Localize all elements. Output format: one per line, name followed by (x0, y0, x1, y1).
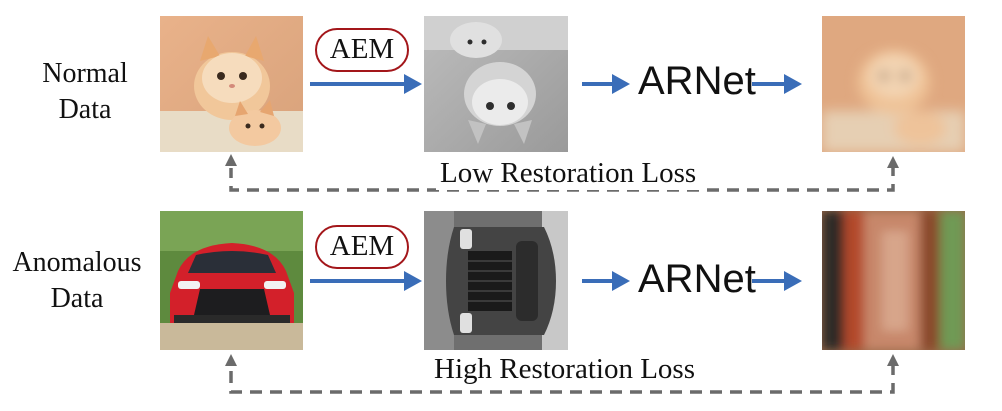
cat-transformed-image (424, 16, 568, 152)
loop-arrowhead-input-row2 (225, 354, 237, 366)
arrow-transformed-to-arnet-row1 (582, 74, 630, 94)
car-restored-image (822, 211, 965, 350)
arrow-input-to-aem-row2 (310, 271, 422, 291)
loop-arrowhead-input-row1 (225, 154, 237, 166)
dashed-loss-loop-row2 (229, 363, 895, 394)
arrow-arnet-to-output-row2 (752, 271, 802, 291)
arrow-transformed-to-arnet-row2 (582, 271, 630, 291)
row-label-line1: Anomalous (12, 247, 142, 278)
cat-restored-image (822, 16, 965, 152)
high-restoration-loss-label: High Restoration Loss (430, 352, 699, 386)
arnet-label-row1: ARNet (638, 59, 756, 103)
low-restoration-loss-label: Low Restoration Loss (436, 156, 701, 190)
arrow-input-to-aem-row1 (310, 74, 422, 94)
loop-arrowhead-output-row2 (887, 354, 899, 366)
arrow-arnet-to-output-row1 (752, 74, 802, 94)
car-input-image (160, 211, 303, 350)
row-label-normal: Normal Data (20, 56, 150, 128)
car-transformed-image (424, 211, 568, 350)
row-label-line2: Data (50, 283, 104, 314)
arnet-label-row2: ARNet (638, 257, 756, 301)
cat-input-image (160, 16, 303, 152)
row-label-anomalous: Anomalous Data (2, 245, 152, 317)
loop-arrowhead-output-row1 (887, 156, 899, 168)
row-label-line1: Normal (42, 58, 128, 89)
row-label-line2: Data (58, 94, 112, 125)
aem-module-box-row2: AEM (315, 225, 409, 269)
aem-module-box-row1: AEM (315, 28, 409, 72)
